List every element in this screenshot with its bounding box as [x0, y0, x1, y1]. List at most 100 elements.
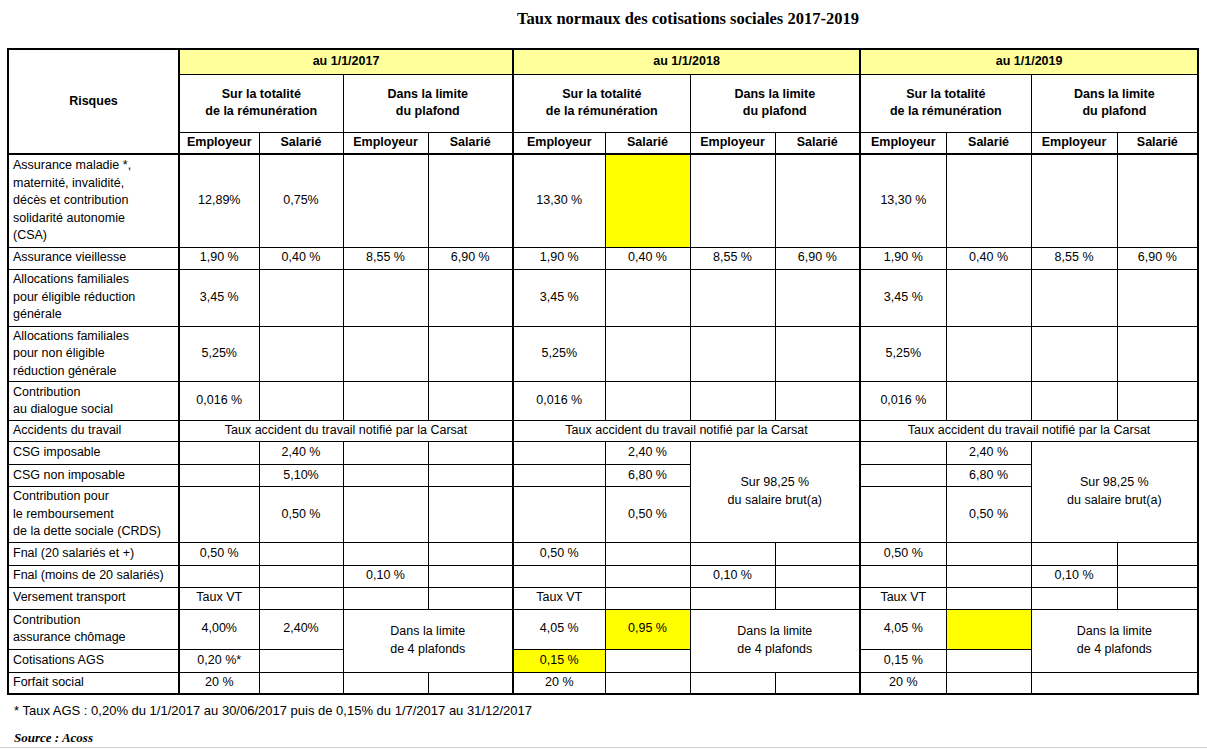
cell-chomage-18s-highlighted: 0,95 %	[605, 609, 690, 649]
cell-vieillesse-18e: 1,90 %	[513, 247, 605, 269]
empty-cell	[690, 672, 775, 694]
cell-famnonelig-18e: 5,25%	[513, 326, 605, 382]
empty-cell	[946, 154, 1031, 247]
col-employeur: Employeur	[513, 132, 605, 154]
cell-chomage-17s: 2,40%	[259, 609, 343, 649]
col-salarie: Salarié	[259, 132, 343, 154]
table-row: Contribution assurance chômage 4,00% 2,4…	[8, 609, 1198, 649]
empty-cell	[775, 565, 860, 587]
cell-crds-17s: 0,50 %	[259, 487, 343, 543]
cell-carsat-2018: Taux accident du travail notifié par la …	[513, 421, 860, 442]
empty-cell	[343, 465, 428, 487]
row-label-accidents: Accidents du travail	[8, 421, 179, 442]
cell-maladie-19e: 13,30 %	[860, 154, 946, 247]
empty-cell	[1117, 542, 1198, 565]
cell-vieillesse-17pe: 8,55 %	[343, 247, 428, 269]
cell-fnalmoins-18pe: 0,10 %	[690, 565, 775, 587]
empty-cell	[605, 269, 690, 326]
empty-cell	[179, 442, 259, 465]
row-label-csg-non-imposable: CSG non imposable	[8, 465, 179, 487]
table-row: Fnal (moins de 20 salariés) 0,10 % 0,10 …	[8, 565, 1198, 587]
empty-cell	[259, 542, 343, 565]
cell-famnonelig-17e: 5,25%	[179, 326, 259, 382]
empty-cell	[1117, 565, 1198, 587]
empty-cell	[605, 326, 690, 382]
cell-csgimp-19s: 2,40 %	[946, 442, 1031, 465]
empty-cell	[343, 587, 428, 609]
cell-csgimp-17s: 2,40 %	[259, 442, 343, 465]
cell-vieillesse-18pe: 8,55 %	[690, 247, 775, 269]
cell-plafonds4-2018: Dans la limite de 4 plafonds	[690, 609, 860, 672]
cell-crds-18s: 0,50 %	[605, 487, 690, 543]
empty-cell	[343, 442, 428, 465]
empty-cell	[259, 382, 343, 421]
empty-cell	[1117, 269, 1198, 326]
empty-cell	[1117, 326, 1198, 382]
cell-maladie-17e: 12,89%	[179, 154, 259, 247]
cell-vieillesse-17s: 0,40 %	[259, 247, 343, 269]
empty-cell	[513, 465, 605, 487]
cell-dialogue-18e: 0,016 %	[513, 382, 605, 421]
social-rates-table: Risques au 1/1/2017 au 1/1/2018 au 1/1/2…	[7, 48, 1199, 695]
empty-cell	[946, 542, 1031, 565]
empty-cell	[428, 154, 513, 247]
cell-ags-19e: 0,15 %	[860, 649, 946, 672]
cell-plafonds4-2017: Dans la limite de 4 plafonds	[343, 609, 513, 672]
cell-forfait-17e: 20 %	[179, 672, 259, 694]
year-2017-header: au 1/1/2017	[179, 49, 513, 74]
row-label-chomage: Contribution assurance chômage	[8, 609, 179, 649]
row-label-fnal-moins20: Fnal (moins de 20 salariés)	[8, 565, 179, 587]
year-2019-header: au 1/1/2019	[860, 49, 1198, 74]
empty-cell	[690, 382, 775, 421]
table-row: CSG non imposable 5,10% 6,80 % 6,80 %	[8, 465, 1198, 487]
empty-cell	[690, 269, 775, 326]
empty-cell	[1031, 587, 1117, 609]
empty-cell	[1031, 672, 1198, 694]
cell-fnal20-17e: 0,50 %	[179, 542, 259, 565]
empty-cell	[775, 326, 860, 382]
cell-base9825-2019: Sur 98,25 % du salaire brut(a)	[1031, 442, 1198, 543]
scope-plafond-2018: Dans la limite du plafond	[690, 74, 860, 132]
empty-cell	[513, 565, 605, 587]
table-row: Accidents du travail Taux accident du tr…	[8, 421, 1198, 442]
cell-famelig-19e: 3,45 %	[860, 269, 946, 326]
table-row: Allocations familiales pour non éligible…	[8, 326, 1198, 382]
empty-cell	[605, 565, 690, 587]
empty-cell	[605, 542, 690, 565]
empty-cell	[946, 587, 1031, 609]
empty-cell	[775, 154, 860, 247]
risques-header: Risques	[8, 49, 179, 154]
col-employeur: Employeur	[343, 132, 428, 154]
col-employeur: Employeur	[179, 132, 259, 154]
cell-crds-19s: 0,50 %	[946, 487, 1031, 543]
cell-base9825-2018: Sur 98,25 % du salaire brut(a)	[690, 442, 860, 543]
cell-vieillesse-19ps: 6,90 %	[1117, 247, 1198, 269]
row-label-dialogue: Contribution au dialogue social	[8, 382, 179, 421]
table-row: Contribution pour le remboursement de la…	[8, 487, 1198, 543]
scope-total-2019: Sur la totalité de la rémunération	[860, 74, 1031, 132]
row-label-crds: Contribution pour le remboursement de la…	[8, 487, 179, 543]
col-salarie: Salarié	[605, 132, 690, 154]
empty-cell	[946, 382, 1031, 421]
cell-vieillesse-17e: 1,90 %	[179, 247, 259, 269]
empty-cell	[343, 326, 428, 382]
empty-cell	[428, 565, 513, 587]
empty-cell	[259, 565, 343, 587]
empty-cell	[179, 565, 259, 587]
row-label-fam-non-eligible: Allocations familiales pour non éligible…	[8, 326, 179, 382]
empty-cell	[428, 269, 513, 326]
cell-famnonelig-19e: 5,25%	[860, 326, 946, 382]
scope-plafond-2019: Dans la limite du plafond	[1031, 74, 1198, 132]
empty-cell	[775, 382, 860, 421]
empty-cell	[259, 269, 343, 326]
cell-maladie-18e: 13,30 %	[513, 154, 605, 247]
cell-ags-18e-highlighted: 0,15 %	[513, 649, 605, 672]
cell-csgnonimp-19s: 6,80 %	[946, 465, 1031, 487]
table-row: Forfait social 20 % 20 % 20 %	[8, 672, 1198, 694]
empty-cell	[259, 326, 343, 382]
empty-cell	[690, 326, 775, 382]
cell-carsat-2019: Taux accident du travail notifié par la …	[860, 421, 1198, 442]
col-salarie: Salarié	[946, 132, 1031, 154]
row-label-forfait: Forfait social	[8, 672, 179, 694]
empty-cell	[775, 542, 860, 565]
